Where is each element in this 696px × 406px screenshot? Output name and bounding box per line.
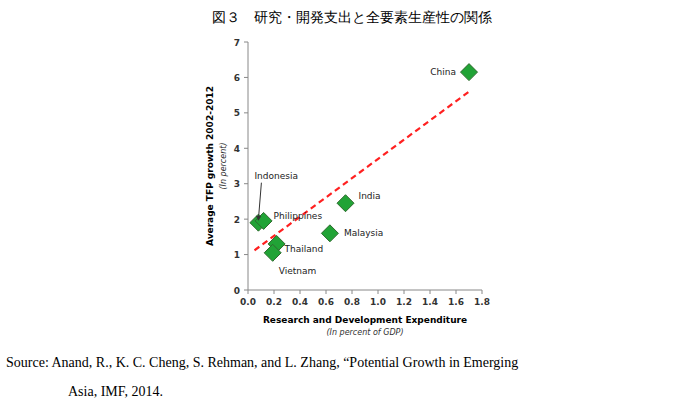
x-tick <box>274 290 275 294</box>
y-tick <box>244 42 248 43</box>
source: Source: Anand, R., K. C. Cheng, S. Rehma… <box>6 355 518 370</box>
title: 図３ 研究・開発支出と全要素生産性の関係 <box>212 9 492 25</box>
point-label: India <box>359 191 381 201</box>
y-tick-label: 4 <box>234 144 240 154</box>
point <box>321 225 338 242</box>
x-tick-label: 0.0 <box>240 297 256 307</box>
y-tick-label: 1 <box>234 250 240 260</box>
source: Asia, IMF, 2014. <box>68 384 163 399</box>
x-tick-label: 1.0 <box>370 297 386 307</box>
point-label: Thailand <box>284 244 324 254</box>
x-tick <box>352 290 353 294</box>
x-axis <box>248 290 482 291</box>
x-tick <box>404 290 405 294</box>
plot-area <box>250 64 478 262</box>
x-tick <box>378 290 379 294</box>
y-tick <box>244 219 248 220</box>
y-tick <box>244 183 248 184</box>
x-tick <box>456 290 457 294</box>
y-tick <box>244 112 248 113</box>
x-tick <box>248 290 249 294</box>
x-axis-label: Research and Development Expenditure <box>263 315 467 325</box>
y-tick-label: 3 <box>234 179 240 189</box>
point-label: Indonesia <box>254 171 298 181</box>
point <box>255 212 272 229</box>
y-tick-label: 0 <box>234 286 240 296</box>
point-label: Vietnam <box>279 266 317 276</box>
y-tick-label: 7 <box>234 38 240 48</box>
x-tick-label: 0.6 <box>318 297 334 307</box>
x-tick <box>326 290 327 294</box>
y-tick <box>244 290 248 291</box>
label-pointer <box>258 183 261 220</box>
label-pointer-head <box>256 216 261 221</box>
y-axis <box>248 42 249 290</box>
x-tick-label: 1.6 <box>448 297 464 307</box>
x-tick <box>430 290 431 294</box>
point-label: Malaysia <box>344 228 383 238</box>
x-tick <box>482 290 483 294</box>
x-tick-label: 0.2 <box>266 297 282 307</box>
point-label: Philippines <box>274 211 323 221</box>
x-tick-label: 1.2 <box>396 297 412 307</box>
y-tick-label: 5 <box>234 108 240 118</box>
x-tick <box>300 290 301 294</box>
trend-line <box>255 92 470 251</box>
y-tick <box>244 254 248 255</box>
y-tick <box>244 148 248 149</box>
point <box>337 195 354 212</box>
x-axis-sublabel: (In percent of GDP) <box>326 328 403 337</box>
point-label: China <box>430 67 456 77</box>
point <box>264 244 281 261</box>
x-tick-label: 0.4 <box>292 297 308 307</box>
y-axis-label: Average TFP growth 2002-2012 <box>205 86 215 246</box>
y-tick-label: 2 <box>234 215 240 225</box>
y-tick <box>244 77 248 78</box>
y-tick-label: 6 <box>234 73 240 83</box>
y-axis-sublabel: (In percent) <box>219 142 228 189</box>
x-tick-label: 1.4 <box>422 297 438 307</box>
x-tick-label: 1.8 <box>474 297 490 307</box>
point <box>461 64 478 81</box>
x-tick-label: 0.8 <box>344 297 360 307</box>
